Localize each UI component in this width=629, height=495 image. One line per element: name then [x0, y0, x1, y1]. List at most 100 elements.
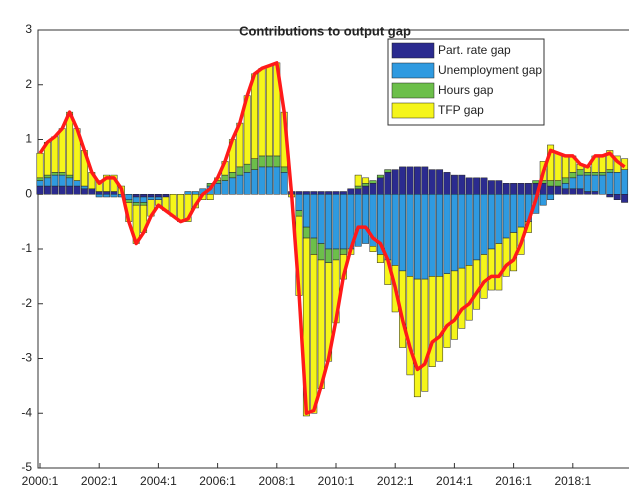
bar-segment [236, 166, 244, 176]
chart-title: Contributions to output gap [239, 23, 411, 38]
bar-segment [132, 194, 140, 198]
bar-segment [228, 172, 236, 179]
bar-segment [450, 174, 458, 195]
bar-segment [95, 191, 103, 195]
bar-segment [473, 177, 481, 195]
bar-segment [191, 191, 199, 195]
bar-segment [258, 155, 266, 168]
bar-segment [125, 199, 133, 203]
bar-segment [73, 180, 81, 187]
bar-segment [103, 191, 111, 195]
bar-segment [36, 177, 44, 181]
x-tick-label: 2018:1 [554, 474, 591, 488]
bar-segment [162, 194, 170, 198]
bar-segment [428, 276, 436, 367]
bar-segment [384, 172, 392, 195]
bar-segment [524, 183, 532, 195]
bar-segment [184, 194, 192, 222]
bar-segment [243, 172, 251, 195]
bar-segment [547, 185, 555, 195]
bar-segment [510, 183, 518, 195]
bar-segment [110, 191, 118, 195]
bar-segment [154, 194, 162, 198]
bar-segment [58, 174, 66, 187]
bar-segment [51, 136, 59, 173]
legend: Part. rate gap Unemployment gap Hours gap T… [387, 38, 545, 126]
bar-segment [36, 180, 44, 187]
bar-segment [606, 194, 614, 198]
bar-segment [480, 254, 488, 299]
bar-segment [584, 172, 592, 176]
bar-segment [325, 194, 333, 250]
bar-segment [302, 191, 310, 195]
bar-segment [280, 172, 288, 195]
bar-segment [258, 68, 266, 157]
y-tick-label: -1 [21, 241, 32, 255]
bar-segment [177, 194, 185, 222]
bar-segment [606, 169, 614, 173]
bar-segment [302, 237, 310, 417]
bar-segment [66, 177, 74, 187]
bar-segment [317, 191, 325, 195]
bar-segment [598, 174, 606, 195]
x-tick-label: 2002:1 [81, 474, 118, 488]
bar-segment [606, 150, 614, 170]
bar-segment [510, 194, 518, 233]
bar-segment [125, 194, 133, 200]
bar-segment [576, 169, 584, 176]
bar-segment [317, 243, 325, 261]
y-tick-label: -3 [21, 351, 32, 365]
bar-segment [502, 237, 510, 277]
bar-segment [236, 174, 244, 195]
bar-segment [140, 202, 148, 206]
bar-segment [354, 194, 362, 247]
bar-segment [339, 194, 347, 250]
bar-segment [384, 194, 392, 261]
bar-segment [487, 180, 495, 195]
bar-segment [369, 180, 377, 184]
bar-segment [73, 185, 81, 195]
bar-segment [332, 191, 340, 195]
bar-segment [43, 177, 51, 187]
bar-segment [473, 194, 481, 261]
bar-segment [413, 278, 421, 398]
bar-segment [450, 194, 458, 272]
bar-segment [110, 194, 118, 198]
bar-segment [265, 65, 273, 157]
bar-segment [251, 158, 259, 170]
bar-segment [621, 169, 629, 195]
bar-segment [547, 180, 555, 187]
bar-segment [362, 194, 370, 244]
bar-segment [354, 185, 362, 190]
x-tick-label: 2014:1 [436, 474, 473, 488]
bar-segment [325, 191, 333, 195]
bar-segment [362, 177, 370, 184]
bar-segment [103, 174, 111, 192]
bar-segment [391, 169, 399, 195]
y-tick-label: 0 [25, 186, 32, 200]
bar-segment [413, 194, 421, 280]
bar-segment [428, 194, 436, 277]
bar-segment [569, 188, 577, 195]
bar-segment [561, 188, 569, 195]
x-tick-label: 2010:1 [318, 474, 355, 488]
bar-segment [140, 194, 148, 198]
bar-segment [561, 155, 569, 179]
bar-segment [495, 194, 503, 244]
bar-segment [473, 259, 481, 310]
bar-segment [391, 194, 399, 266]
bar-segment [584, 191, 592, 195]
bar-segment [465, 194, 473, 266]
bar-segment [561, 177, 569, 184]
bar-segment [339, 191, 347, 195]
bar-segment [606, 172, 614, 195]
bar-segment [584, 174, 592, 192]
bar-segment [273, 166, 281, 195]
bar-segment [310, 237, 318, 255]
bar-segment [421, 166, 429, 195]
bar-segment [413, 166, 421, 195]
bar-segment [347, 188, 355, 195]
bar-segment [317, 259, 325, 389]
bar-segment [421, 278, 429, 392]
bar-segment [103, 194, 111, 198]
